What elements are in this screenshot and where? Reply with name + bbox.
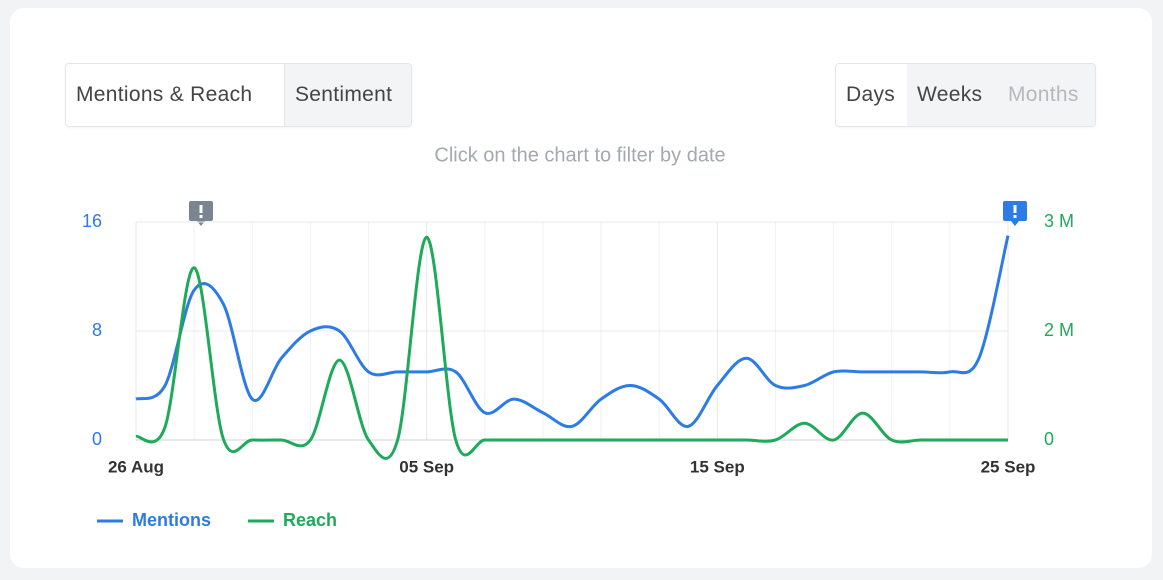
y-tick-label: 16 xyxy=(82,211,102,231)
x-tick-label: 15 Sep xyxy=(690,457,745,476)
chart-tabs: Mentions & Reach Sentiment xyxy=(65,63,412,127)
x-tick-label: 25 Sep xyxy=(981,457,1036,476)
chart-hint: Click on the chart to filter by date xyxy=(434,144,725,166)
series-line xyxy=(135,235,1010,429)
y2-tick-label: 3 M xyxy=(1044,211,1074,231)
legend-label: Reach xyxy=(283,510,337,530)
x-tick-label: 05 Sep xyxy=(399,457,454,476)
flag-icon xyxy=(1003,201,1027,226)
tab[interactable]: Sentiment xyxy=(284,64,411,126)
tab[interactable]: Mentions & Reach xyxy=(66,64,284,126)
y-tick-label: 0 xyxy=(92,429,102,449)
tab: Months xyxy=(998,64,1095,126)
series-line xyxy=(135,235,1008,460)
legend-item[interactable]: Mentions xyxy=(97,510,211,530)
x-tick-label: 26 Aug xyxy=(108,457,164,476)
tab[interactable]: Weeks xyxy=(907,64,998,126)
legend-label: Mentions xyxy=(132,510,211,530)
period-tabs: Days Weeks Months xyxy=(835,63,1096,127)
legend-item[interactable]: Reach xyxy=(248,510,337,530)
y2-tick-label: 2 M xyxy=(1044,320,1074,340)
y-tick-label: 8 xyxy=(92,320,102,340)
tab[interactable]: Days xyxy=(836,64,907,126)
y2-tick-label: 0 xyxy=(1044,429,1054,449)
